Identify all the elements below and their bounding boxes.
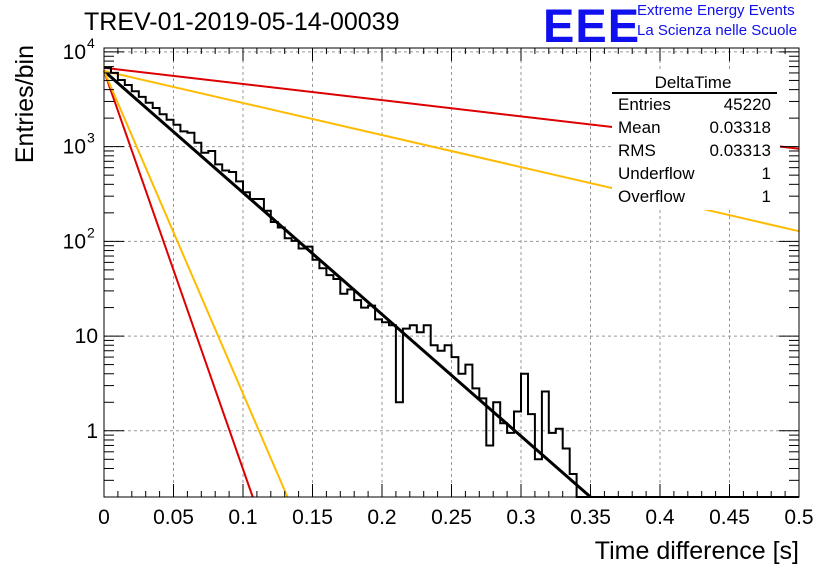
x-tick-label: 0.3 xyxy=(506,506,535,529)
x-tick-label: 0.5 xyxy=(784,506,813,529)
y-axis-label: Entries/bin xyxy=(11,45,39,163)
fit-curve xyxy=(103,70,289,498)
y-tick-exponent: 4 xyxy=(87,35,95,51)
x-tick-label: 0.25 xyxy=(431,506,472,529)
page-title: TREV-01-2019-05-14-00039 xyxy=(84,8,400,36)
stats-row-value: 1 xyxy=(762,164,771,183)
fit-curve xyxy=(103,70,254,498)
stats-box: DeltaTime Entries 45220 Mean 0.03318 RMS 0.03… xyxy=(612,70,780,210)
x-axis-label: Time difference [s] xyxy=(595,537,799,565)
y-tick-label: 10 xyxy=(63,230,86,253)
stats-row-label: Entries xyxy=(618,95,671,114)
x-tick-label: 0.45 xyxy=(709,506,750,529)
y-tick-exponent: 2 xyxy=(87,224,95,240)
stats-row-label: Mean xyxy=(618,118,661,137)
y-tick-label: 1 xyxy=(86,420,98,443)
x-tick-label: 0 xyxy=(98,506,110,529)
x-tick-label: 0.35 xyxy=(570,506,611,529)
x-tick-label: 0.15 xyxy=(292,506,333,529)
stats-box-name: DeltaTime xyxy=(655,73,732,92)
y-tick-label: 10 xyxy=(63,41,86,64)
logo-line-2: La Scienza nelle Scuole xyxy=(637,22,798,39)
stats-row-value: 0.03313 xyxy=(710,141,771,160)
stats-row-value: 1 xyxy=(762,187,771,206)
axis-ticks: 0 0.05 0.1 0.15 0.2 0.25 0.3 0.35 0.4 0.45 0.5 1 10 1… xyxy=(63,35,814,529)
stats-row-value: 0.03318 xyxy=(710,118,771,137)
eee-logo: EEE xyxy=(543,0,641,52)
stats-row-label: RMS xyxy=(618,141,656,160)
stats-row-label: Underflow xyxy=(618,164,695,183)
x-tick-label: 0.05 xyxy=(153,506,194,529)
x-tick-label: 0.1 xyxy=(228,506,257,529)
y-tick-exponent: 3 xyxy=(87,130,95,146)
stats-row-value: 45220 xyxy=(724,95,771,114)
y-tick-label: 10 xyxy=(75,325,98,348)
y-tick-label: 10 xyxy=(63,136,86,159)
x-tick-label: 0.4 xyxy=(645,506,675,529)
fit-curve xyxy=(103,69,592,499)
logo-line-1: Extreme Energy Events xyxy=(637,2,795,19)
stats-row-label: Overflow xyxy=(618,187,686,206)
x-tick-label: 0.2 xyxy=(367,506,396,529)
